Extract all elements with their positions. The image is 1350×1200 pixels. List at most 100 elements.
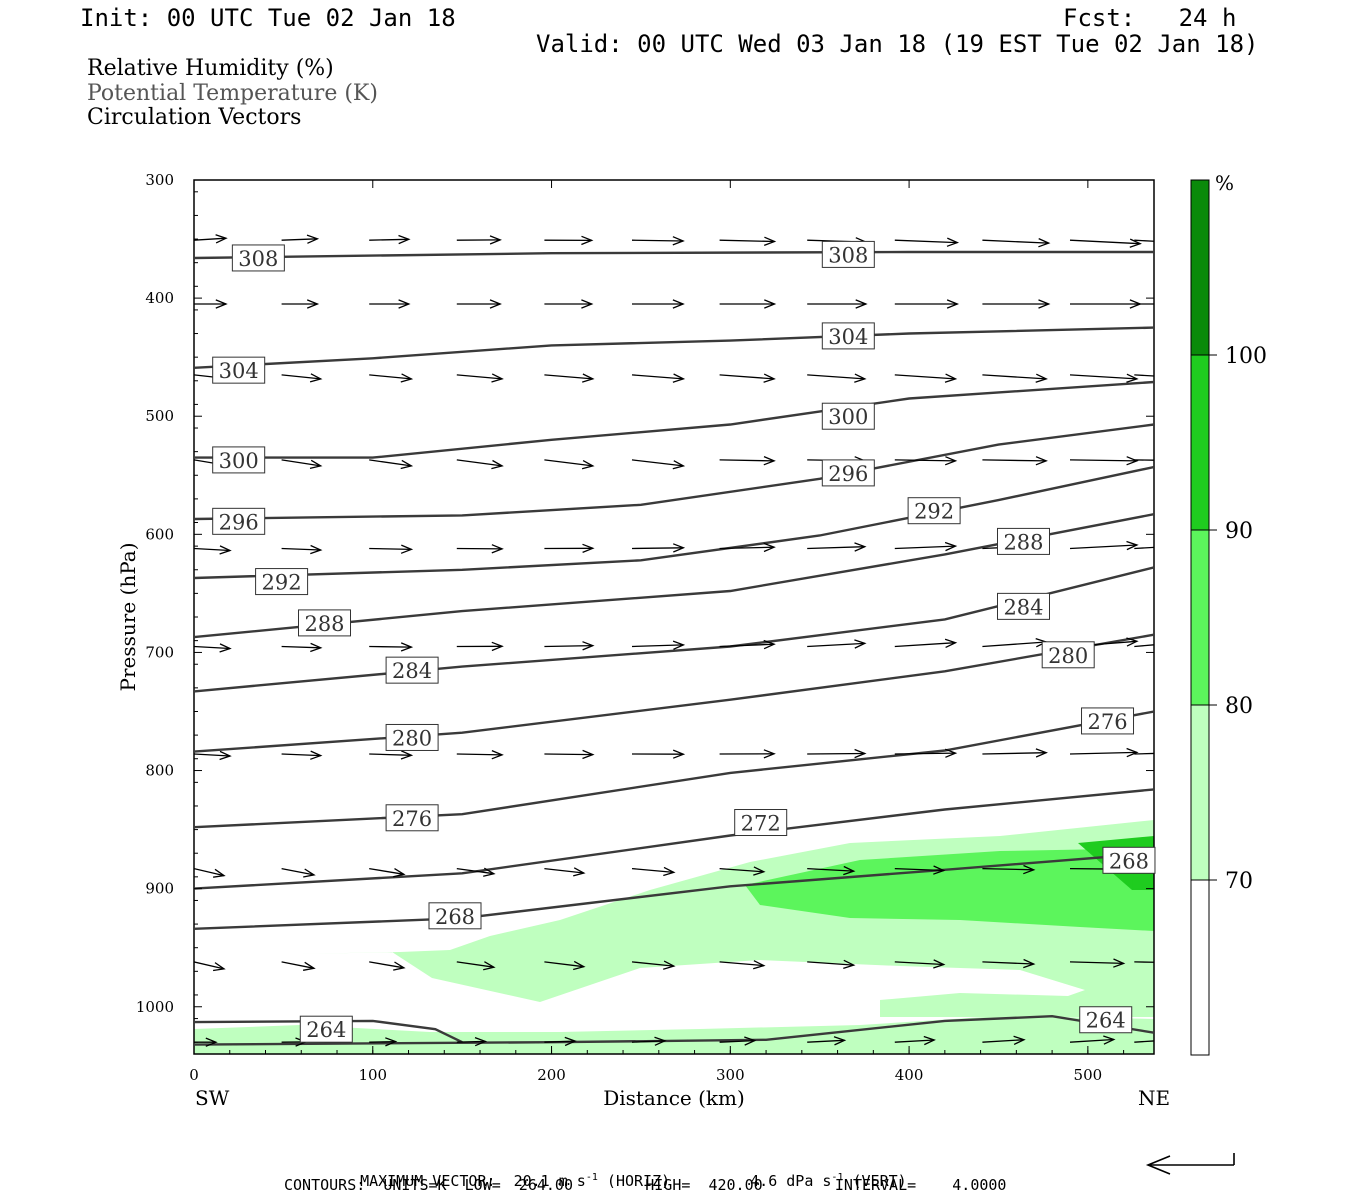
y-tick-label: 300 [145,171,174,189]
vector-arrow [719,749,776,759]
colorbar-level-label: 90 [1225,519,1253,544]
legend-circulation-vectors: Circulation Vectors [87,105,302,130]
vector-arrow [544,960,586,971]
vector-arrow [631,1036,667,1046]
vector-arrow [369,544,414,554]
vector-arrow [369,961,406,971]
vector-arrow [281,373,323,383]
vector-arrow [894,237,960,247]
vector-arrow [719,639,776,650]
contour-label-276: 276 [385,804,439,832]
vector-arrow [632,299,685,309]
vector-arrow [1069,238,1142,248]
contour-info-line: CONTOURS: UNITS=K LOW= 264.00 HIGH= 420.… [284,1176,1007,1194]
vector-arrow [1134,303,1154,305]
svg-text:292: 292 [914,500,954,524]
theta-contour-292 [194,465,1154,580]
unit-exponent-2: -1 [831,1172,844,1183]
contour-label-300: 300 [821,402,875,430]
vector-arrow [631,543,686,553]
vector-arrow [281,234,320,244]
reference-vector [1145,1153,1235,1175]
colorbar-segment [1190,529,1210,706]
vector-arrow [894,541,958,552]
vector-arrow [631,236,685,246]
vector-arrow [1134,961,1154,963]
colorbar-unit: % [1215,171,1234,195]
contour-label-264: 264 [1079,1006,1133,1034]
contour-label-268: 268 [428,902,482,930]
theta-contour-264 [194,1019,463,1044]
vector-arrow [456,961,496,971]
vector-arrow [544,1036,577,1047]
y-tick-label: 600 [145,525,174,543]
vector-arrow [456,641,504,652]
x-tick-label: 0 [189,1066,199,1084]
legend-relative-humidity: Relative Humidity (%) [87,56,334,81]
rh-70-notch [310,955,360,968]
y-tick-label: 900 [145,880,174,898]
x-tick-label: 300 [716,1066,745,1084]
colorbar: 70 80 90 100% [1190,171,1267,1056]
svg-text:308: 308 [238,247,278,271]
max-vector-vert-label: (VERT) [843,1172,907,1190]
max-vector-line: MAXIMUM VECTOR: 20.1 m s-1 (HORIZ) 4.6 dP… [342,1158,907,1189]
vector-arrow [1134,644,1154,648]
vector-arrow [894,748,958,758]
svg-text:272: 272 [741,812,781,836]
y-tick-label: 500 [145,407,174,425]
svg-text:276: 276 [1087,710,1127,734]
vector-arrow [1070,299,1142,309]
vector-arrow [544,235,594,246]
vector-arrow [982,748,1048,758]
vector-arrow [456,867,496,877]
vector-arrow [631,459,686,470]
vector-arrow [369,373,414,383]
svg-text:292: 292 [262,571,302,595]
vector-arrow [982,1035,1026,1045]
theta-contour-300 [194,380,1154,459]
vector-arrow [894,865,946,875]
x-end-label-sw: SW [195,1086,230,1110]
vector-arrow [194,961,226,972]
vector-arrow [369,459,414,470]
vector-arrow [456,750,504,760]
svg-text:300: 300 [828,405,868,429]
svg-text:304: 304 [219,359,259,383]
vector-arrow [456,1036,488,1047]
vector-arrow [982,456,1048,466]
contour-label-280: 280 [385,723,439,751]
vector-arrow [456,235,502,245]
vector-arrow [194,545,232,555]
svg-text:288: 288 [304,612,344,636]
vector-arrow [631,866,676,877]
vector-arrow [1069,456,1139,466]
vector-arrow [544,373,595,383]
vector-arrow [369,234,411,245]
vector-arrow [369,642,414,652]
vector-arrow [194,750,232,761]
forecast-hour: Fcst: 24 h [1063,4,1237,32]
vector-arrow [719,236,777,247]
vector-arrow [281,544,323,555]
svg-text:308: 308 [828,243,868,267]
vector-arrow [719,373,776,383]
vector-arrow [807,748,867,759]
contour-label-264: 264 [299,1015,353,1043]
vector-arrow [1134,374,1154,377]
svg-text:304: 304 [828,325,868,349]
theta-contour-labels: 308 3083043043003002962962922922882882842… [212,240,1156,1043]
contour-label-288: 288 [298,609,352,637]
vector-arrow [1069,373,1139,383]
svg-text:264: 264 [1086,1009,1126,1033]
vector-arrow [456,373,504,383]
y-tick-label: 700 [145,643,174,661]
theta-contour-264 [194,1014,1154,1046]
vector-arrow [1069,958,1126,968]
colorbar-segment [1190,354,1210,531]
svg-text:284: 284 [1003,595,1043,619]
vector-arrow [1069,1035,1116,1045]
vector-arrow [894,373,958,383]
vector-arrow [982,958,1036,969]
